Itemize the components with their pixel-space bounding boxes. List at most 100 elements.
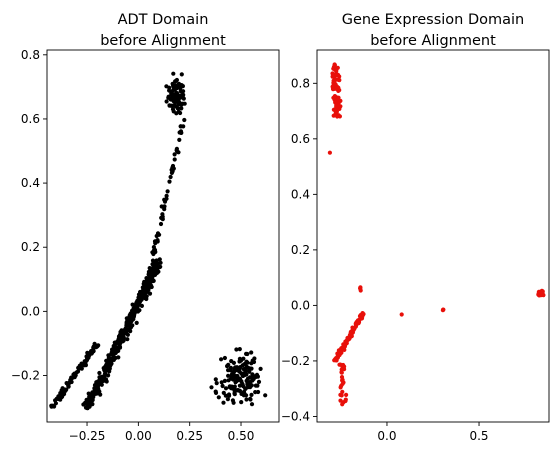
adt-point (231, 360, 236, 365)
adt-point (178, 86, 183, 91)
adt-point (245, 376, 250, 381)
adt-point (124, 327, 129, 332)
adt-point (129, 317, 135, 322)
adt-point (92, 386, 97, 391)
adt-point (73, 373, 78, 378)
adt-point (221, 400, 226, 405)
adt-y-tick-label: 0.8 (21, 48, 40, 62)
adt-point (172, 103, 177, 108)
gex-point (341, 380, 346, 385)
gex-y-tick-label: 0.6 (291, 132, 310, 146)
adt-point (91, 349, 96, 354)
adt-point (234, 347, 239, 352)
gex-plot-area: 0.0 0.5 −0.4 −0.2 0.0 0.2 0.4 0.6 0.8 (281, 49, 550, 443)
adt-x-tick-label: 0.00 (125, 429, 152, 443)
adt-point (139, 303, 144, 308)
adt-point (56, 396, 61, 402)
adt-point (134, 320, 139, 325)
adt-point (175, 106, 180, 111)
gex-x-tick-label: 0.0 (377, 429, 396, 443)
adt-point (171, 71, 176, 76)
adt-point (107, 361, 112, 366)
adt-title-line-1: ADT Domain (118, 12, 209, 28)
gex-point (399, 312, 404, 317)
gex-point (331, 64, 337, 69)
adt-point (249, 402, 255, 407)
gex-point (340, 402, 345, 407)
adt-point (151, 248, 157, 253)
adt-point (137, 294, 142, 299)
adt-point (97, 375, 102, 380)
adt-point (177, 137, 182, 142)
adt-point (172, 152, 177, 157)
gex-point (330, 74, 335, 79)
adt-point (213, 377, 218, 382)
adt-point (102, 371, 108, 376)
adt-point (219, 357, 224, 362)
adt-point (181, 124, 186, 129)
gex-point (333, 82, 338, 87)
gex-point (339, 367, 344, 372)
gex-point (338, 398, 343, 403)
gex-y-tick-label: 0.8 (291, 76, 310, 90)
gex-point (341, 346, 346, 351)
adt-point (233, 375, 238, 380)
adt-point (222, 355, 227, 361)
adt-point (228, 368, 233, 373)
adt-point (87, 398, 92, 403)
adt-point (237, 347, 242, 352)
adt-point (239, 400, 244, 405)
gex-point (346, 336, 351, 341)
adt-point (225, 397, 230, 402)
adt-point (179, 72, 184, 77)
gex-point (358, 286, 363, 291)
adt-y-tick-label: −0.2 (11, 369, 40, 383)
adt-title-line-2: before Alignment (100, 33, 226, 49)
adt-point (230, 398, 235, 403)
adt-point (111, 356, 116, 361)
adt-point (249, 350, 254, 355)
adt-panel: ADT Domain before Alignment −0.25 0.00 0.2… (11, 12, 280, 443)
adt-point (84, 354, 89, 359)
adt-point (127, 313, 132, 318)
gex-point (358, 312, 363, 318)
adt-point (237, 388, 242, 393)
gex-axes-frame (316, 49, 550, 423)
adt-point (155, 266, 160, 271)
adt-point (104, 358, 109, 363)
adt-point (174, 146, 179, 151)
adt-point (253, 383, 258, 388)
adt-point (174, 95, 179, 100)
adt-point (159, 204, 164, 209)
adt-point (233, 380, 238, 385)
adt-x-tick-label: 0.25 (176, 429, 203, 443)
adt-point (157, 232, 162, 237)
gex-point (330, 71, 335, 76)
adt-point (138, 289, 143, 295)
adt-x-tick-label: 0.50 (228, 429, 255, 443)
adt-point (258, 366, 263, 371)
adt-point (94, 391, 99, 396)
adt-y-tick-label: 0.6 (21, 112, 40, 126)
adt-point (170, 163, 176, 169)
adt-point (66, 384, 71, 389)
adt-y-tick-label: 0.0 (21, 304, 40, 318)
adt-point (145, 287, 150, 292)
adt-point (85, 403, 90, 408)
adt-point (69, 376, 74, 381)
adt-point (237, 359, 242, 364)
gex-point (334, 77, 339, 82)
adt-point (116, 341, 121, 346)
gex-y-tick-label: 0.4 (291, 187, 310, 201)
adt-point (94, 344, 99, 349)
adt-point (143, 290, 148, 295)
adt-point (232, 391, 237, 396)
adt-point (157, 257, 162, 262)
adt-point (245, 385, 250, 390)
adt-point (239, 371, 244, 376)
gex-point (349, 330, 354, 335)
gex-x-tick-label: 0.5 (469, 429, 488, 443)
adt-point (250, 358, 255, 363)
gex-y-tick-label: 0.2 (291, 243, 310, 257)
adt-point (167, 85, 172, 90)
